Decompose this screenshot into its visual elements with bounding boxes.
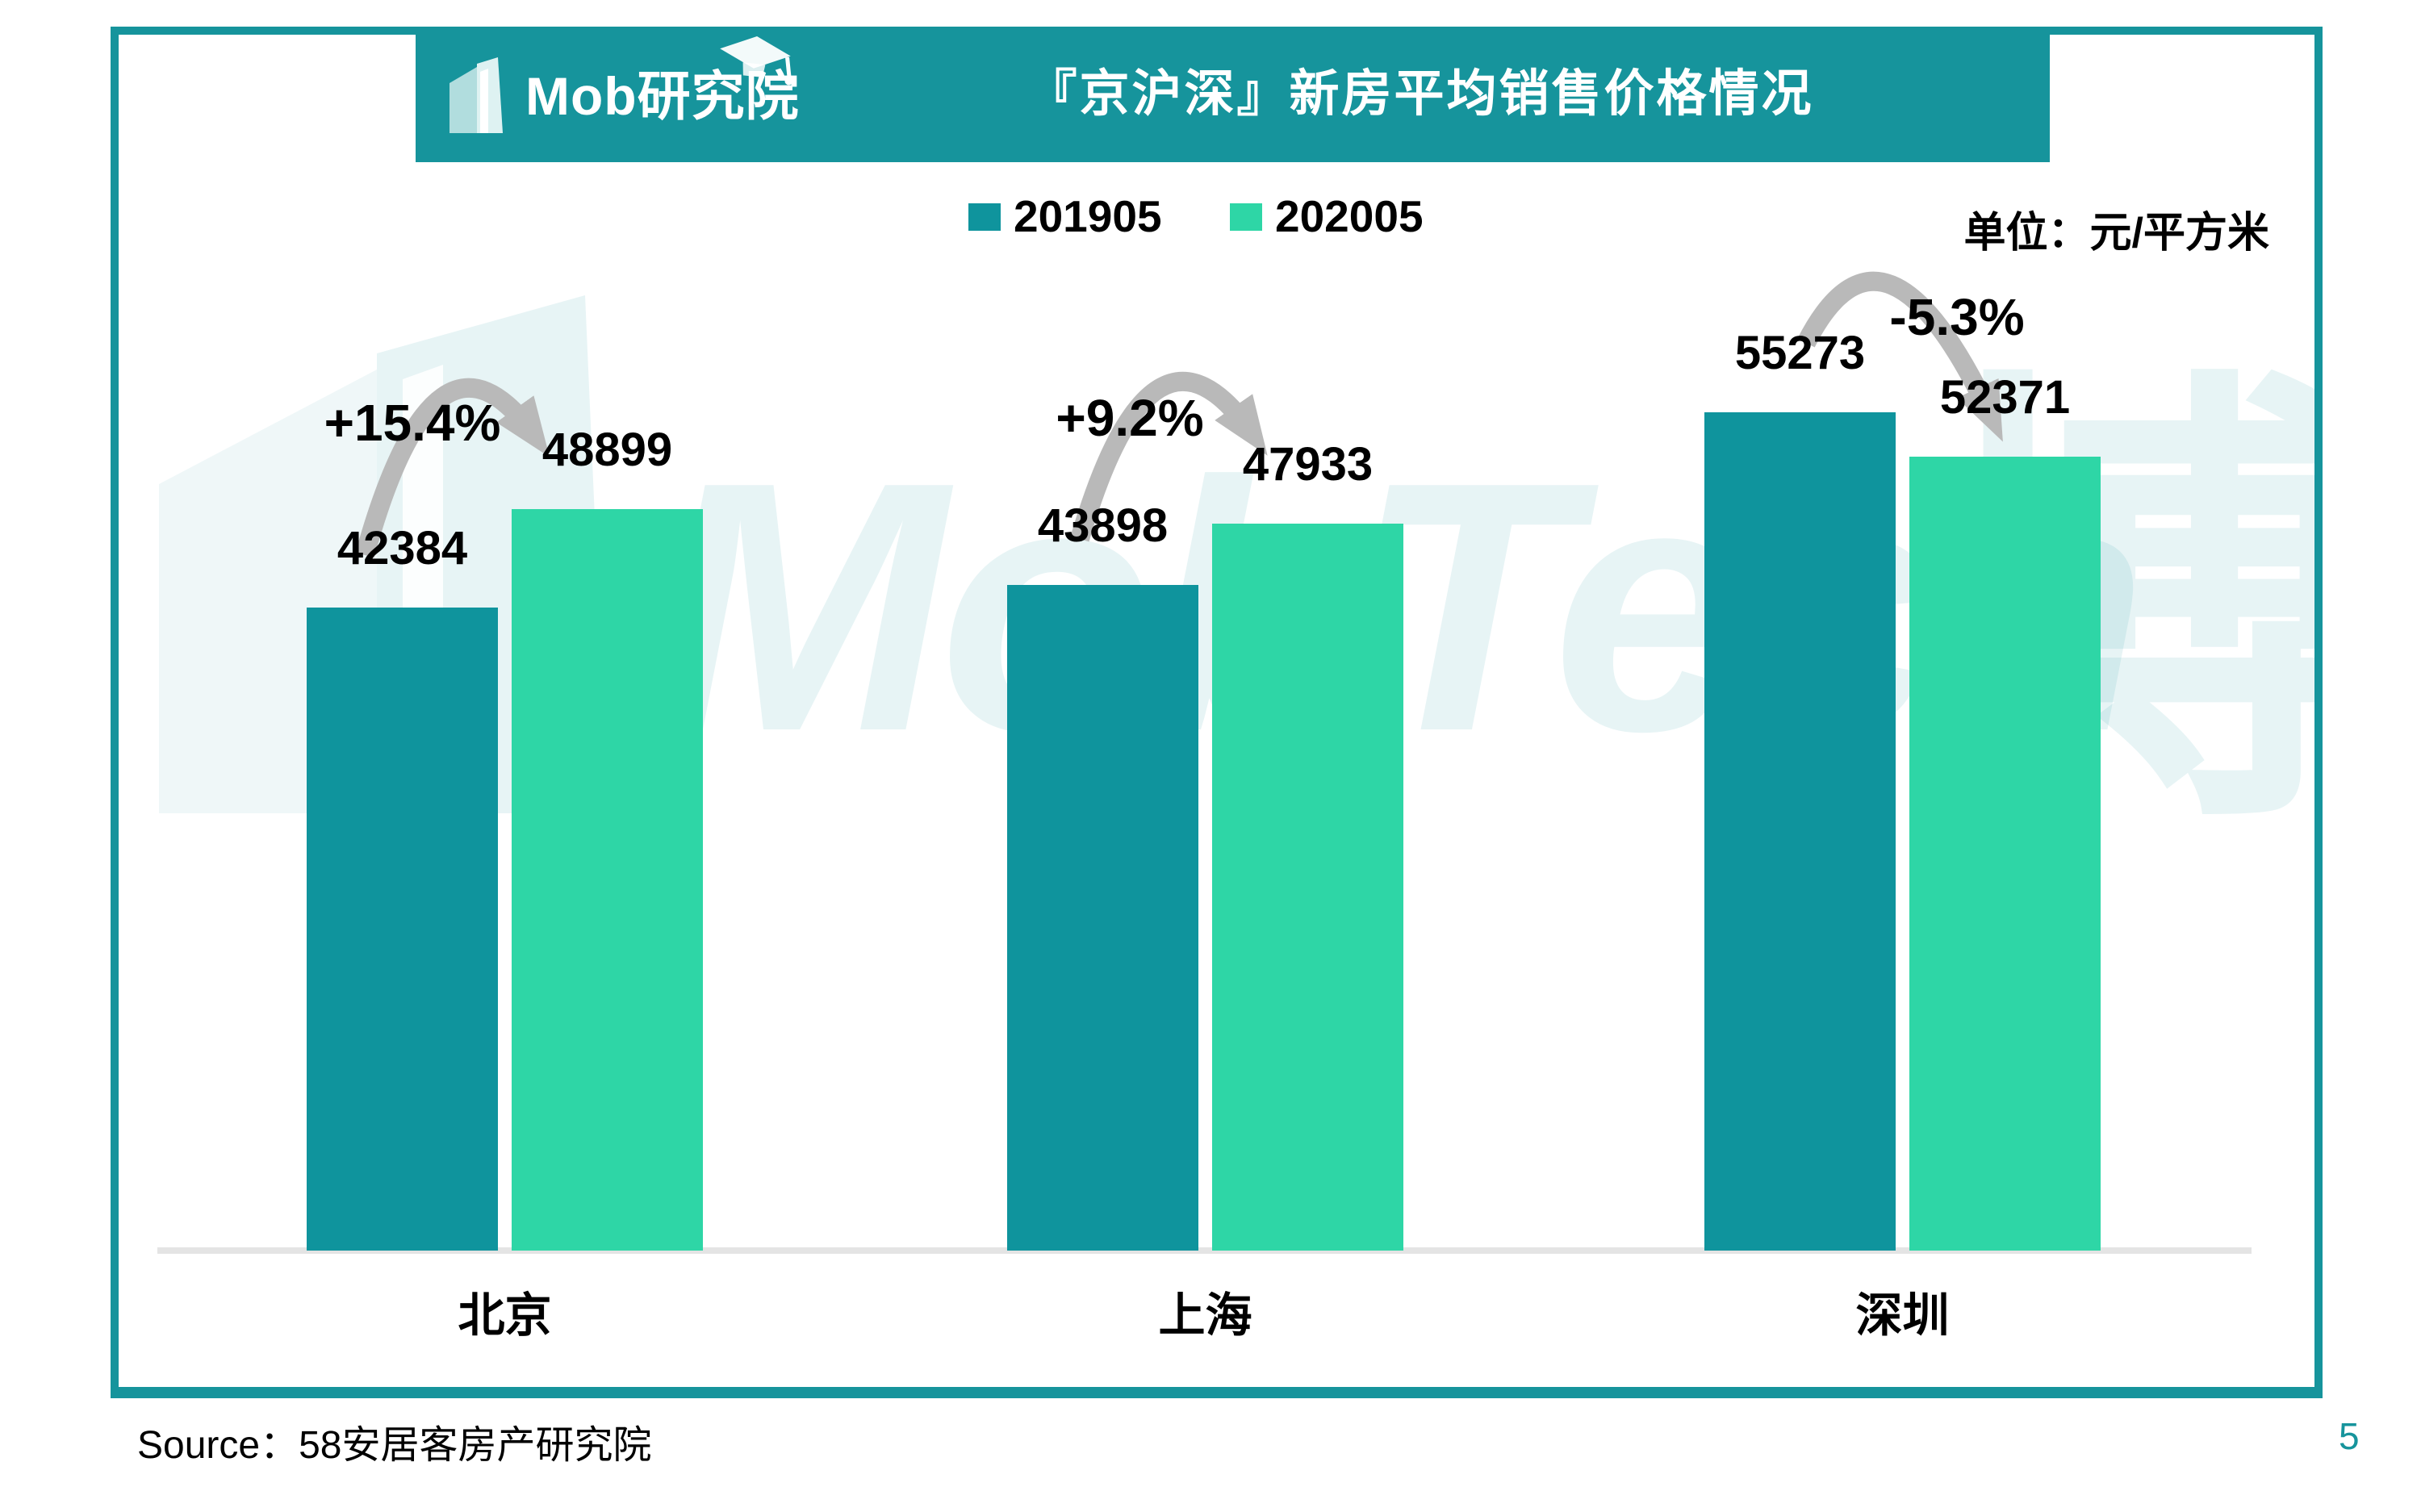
page-title: 『京沪深』新房平均销售价格情况 [1027,66,1814,122]
bar-201905-2 [1704,412,1896,1251]
legend-swatch-201905 [968,203,1001,231]
value-label-201905-1: 43898 [1037,499,1169,552]
graduation-cap-icon [720,36,793,86]
axis-baseline [157,1247,2252,1254]
value-label-202005-1: 47933 [1242,438,1374,491]
value-label-202005-0: 48899 [541,424,673,476]
change-label-1: +9.2% [1056,389,1204,447]
unit-label: 单位：元/平方米 [1963,210,2269,257]
category-label-0: 北京 [458,1289,552,1342]
source-note: Source：58安居客房产研究院 [137,1424,652,1467]
category-label-1: 上海 [1158,1289,1252,1342]
change-label-0: +15.4% [324,394,501,452]
value-label-202005-2: 52371 [1939,371,2071,424]
title-banner: Mob研究院 『京沪深』新房平均销售价格情况 [416,27,2050,162]
bar-201905-0 [307,608,498,1251]
bar-202005-0 [512,509,703,1251]
legend-swatch-202005 [1230,203,1262,231]
bar-201905-1 [1007,585,1198,1251]
change-label-2: -5.3% [1889,288,2025,346]
mob-logo-building-icon [449,57,503,133]
page-number: 5 [2339,1415,2360,1457]
category-label-2: 深圳 [1855,1289,1950,1342]
legend-label: 201905 [1014,191,1162,241]
value-label-201905-0: 42384 [337,522,468,574]
bar-202005-2 [1909,457,2101,1251]
legend-item-202005: 202005 [1230,194,1424,239]
legend-label: 202005 [1275,191,1424,241]
legend-item-201905: 201905 [968,194,1162,239]
bar-202005-1 [1212,524,1403,1251]
